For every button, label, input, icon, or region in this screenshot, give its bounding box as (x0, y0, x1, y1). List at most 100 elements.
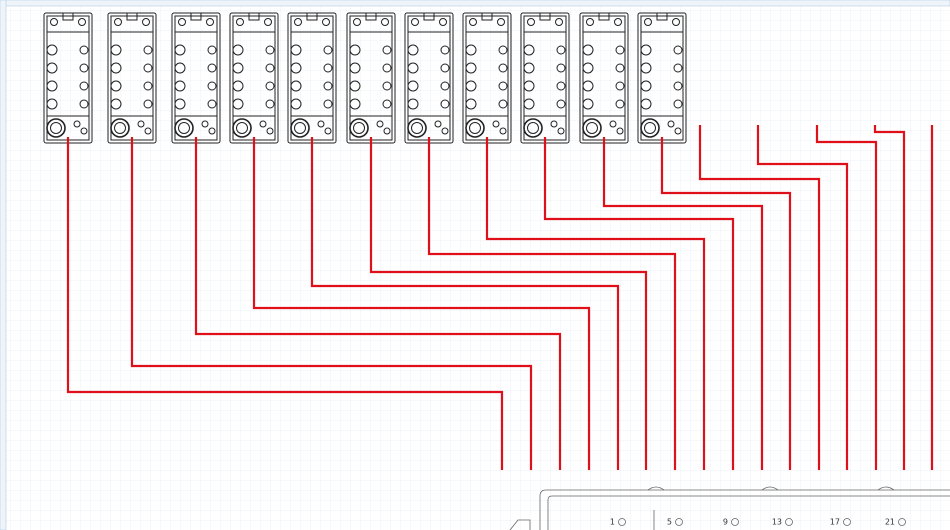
top-tab (126, 12, 138, 21)
port (465, 98, 477, 110)
port (46, 44, 58, 56)
wire (873, 125, 906, 470)
port (143, 99, 153, 109)
port (498, 45, 508, 55)
wire (815, 125, 878, 470)
port (349, 44, 361, 56)
small-port (550, 120, 558, 128)
wire (543, 137, 735, 470)
top-screw (50, 18, 58, 26)
port (582, 44, 594, 56)
port (440, 99, 450, 109)
port (615, 99, 625, 109)
port (265, 81, 275, 91)
terminal-block (509, 486, 950, 530)
port (407, 80, 419, 92)
top-tab (423, 12, 435, 21)
port (46, 80, 58, 92)
main-port (523, 118, 543, 138)
terminal-hole (618, 518, 626, 526)
port (290, 98, 302, 110)
small-port (317, 120, 325, 128)
top-screw (294, 18, 302, 26)
top-tab (539, 12, 551, 21)
main-port-inner (178, 122, 190, 134)
port (349, 62, 361, 74)
top-screw (206, 18, 214, 26)
port (174, 80, 186, 92)
top-screw (178, 18, 186, 26)
terminal-label: 1 (610, 518, 615, 527)
port (640, 44, 652, 56)
wires (66, 125, 934, 470)
top-tab (62, 12, 74, 21)
port (498, 81, 508, 91)
port (615, 45, 625, 55)
port (290, 62, 302, 74)
main-port (349, 118, 369, 138)
port (582, 80, 594, 92)
small-port (201, 120, 209, 128)
small-port (499, 127, 507, 135)
main-port-inner (411, 122, 423, 134)
top-screw (353, 18, 361, 26)
top-tab (306, 12, 318, 21)
top-screw (114, 18, 122, 26)
port (46, 98, 58, 110)
small-port (324, 127, 332, 135)
port (110, 98, 122, 110)
top-screw (322, 18, 330, 26)
port (323, 63, 333, 73)
port (523, 44, 535, 56)
small-port (208, 127, 216, 135)
top-screw (644, 18, 652, 26)
main-port-inner (586, 122, 598, 134)
main-port (465, 118, 485, 138)
io-module (229, 12, 279, 144)
port (407, 62, 419, 74)
main-port-inner (644, 122, 656, 134)
io-module (287, 12, 337, 144)
terminal-hole (731, 518, 739, 526)
port (207, 99, 217, 109)
small-port (266, 127, 274, 135)
io-module (520, 12, 570, 144)
main-port (46, 118, 66, 138)
main-port-inner (50, 122, 62, 134)
main-port (582, 118, 602, 138)
port (407, 98, 419, 110)
main-port (407, 118, 427, 138)
top-screw (497, 18, 505, 26)
small-port (383, 127, 391, 135)
wire (427, 137, 677, 470)
port (523, 98, 535, 110)
port (143, 45, 153, 55)
port (46, 62, 58, 74)
port (407, 44, 419, 56)
port (465, 44, 477, 56)
port (673, 63, 683, 73)
wire (194, 137, 562, 470)
port (265, 63, 275, 73)
top-screw (78, 18, 86, 26)
small-port (80, 127, 88, 135)
top-tab (656, 12, 668, 21)
port (673, 81, 683, 91)
port (290, 80, 302, 92)
port (615, 63, 625, 73)
small-port (616, 127, 624, 135)
port (110, 80, 122, 92)
small-port (441, 127, 449, 135)
main-port (232, 118, 252, 138)
port (615, 81, 625, 91)
port (382, 45, 392, 55)
port (232, 98, 244, 110)
small-port (674, 127, 682, 135)
main-port-inner (527, 122, 539, 134)
port (382, 63, 392, 73)
top-screw (236, 18, 244, 26)
wire (252, 137, 591, 470)
port (143, 63, 153, 73)
